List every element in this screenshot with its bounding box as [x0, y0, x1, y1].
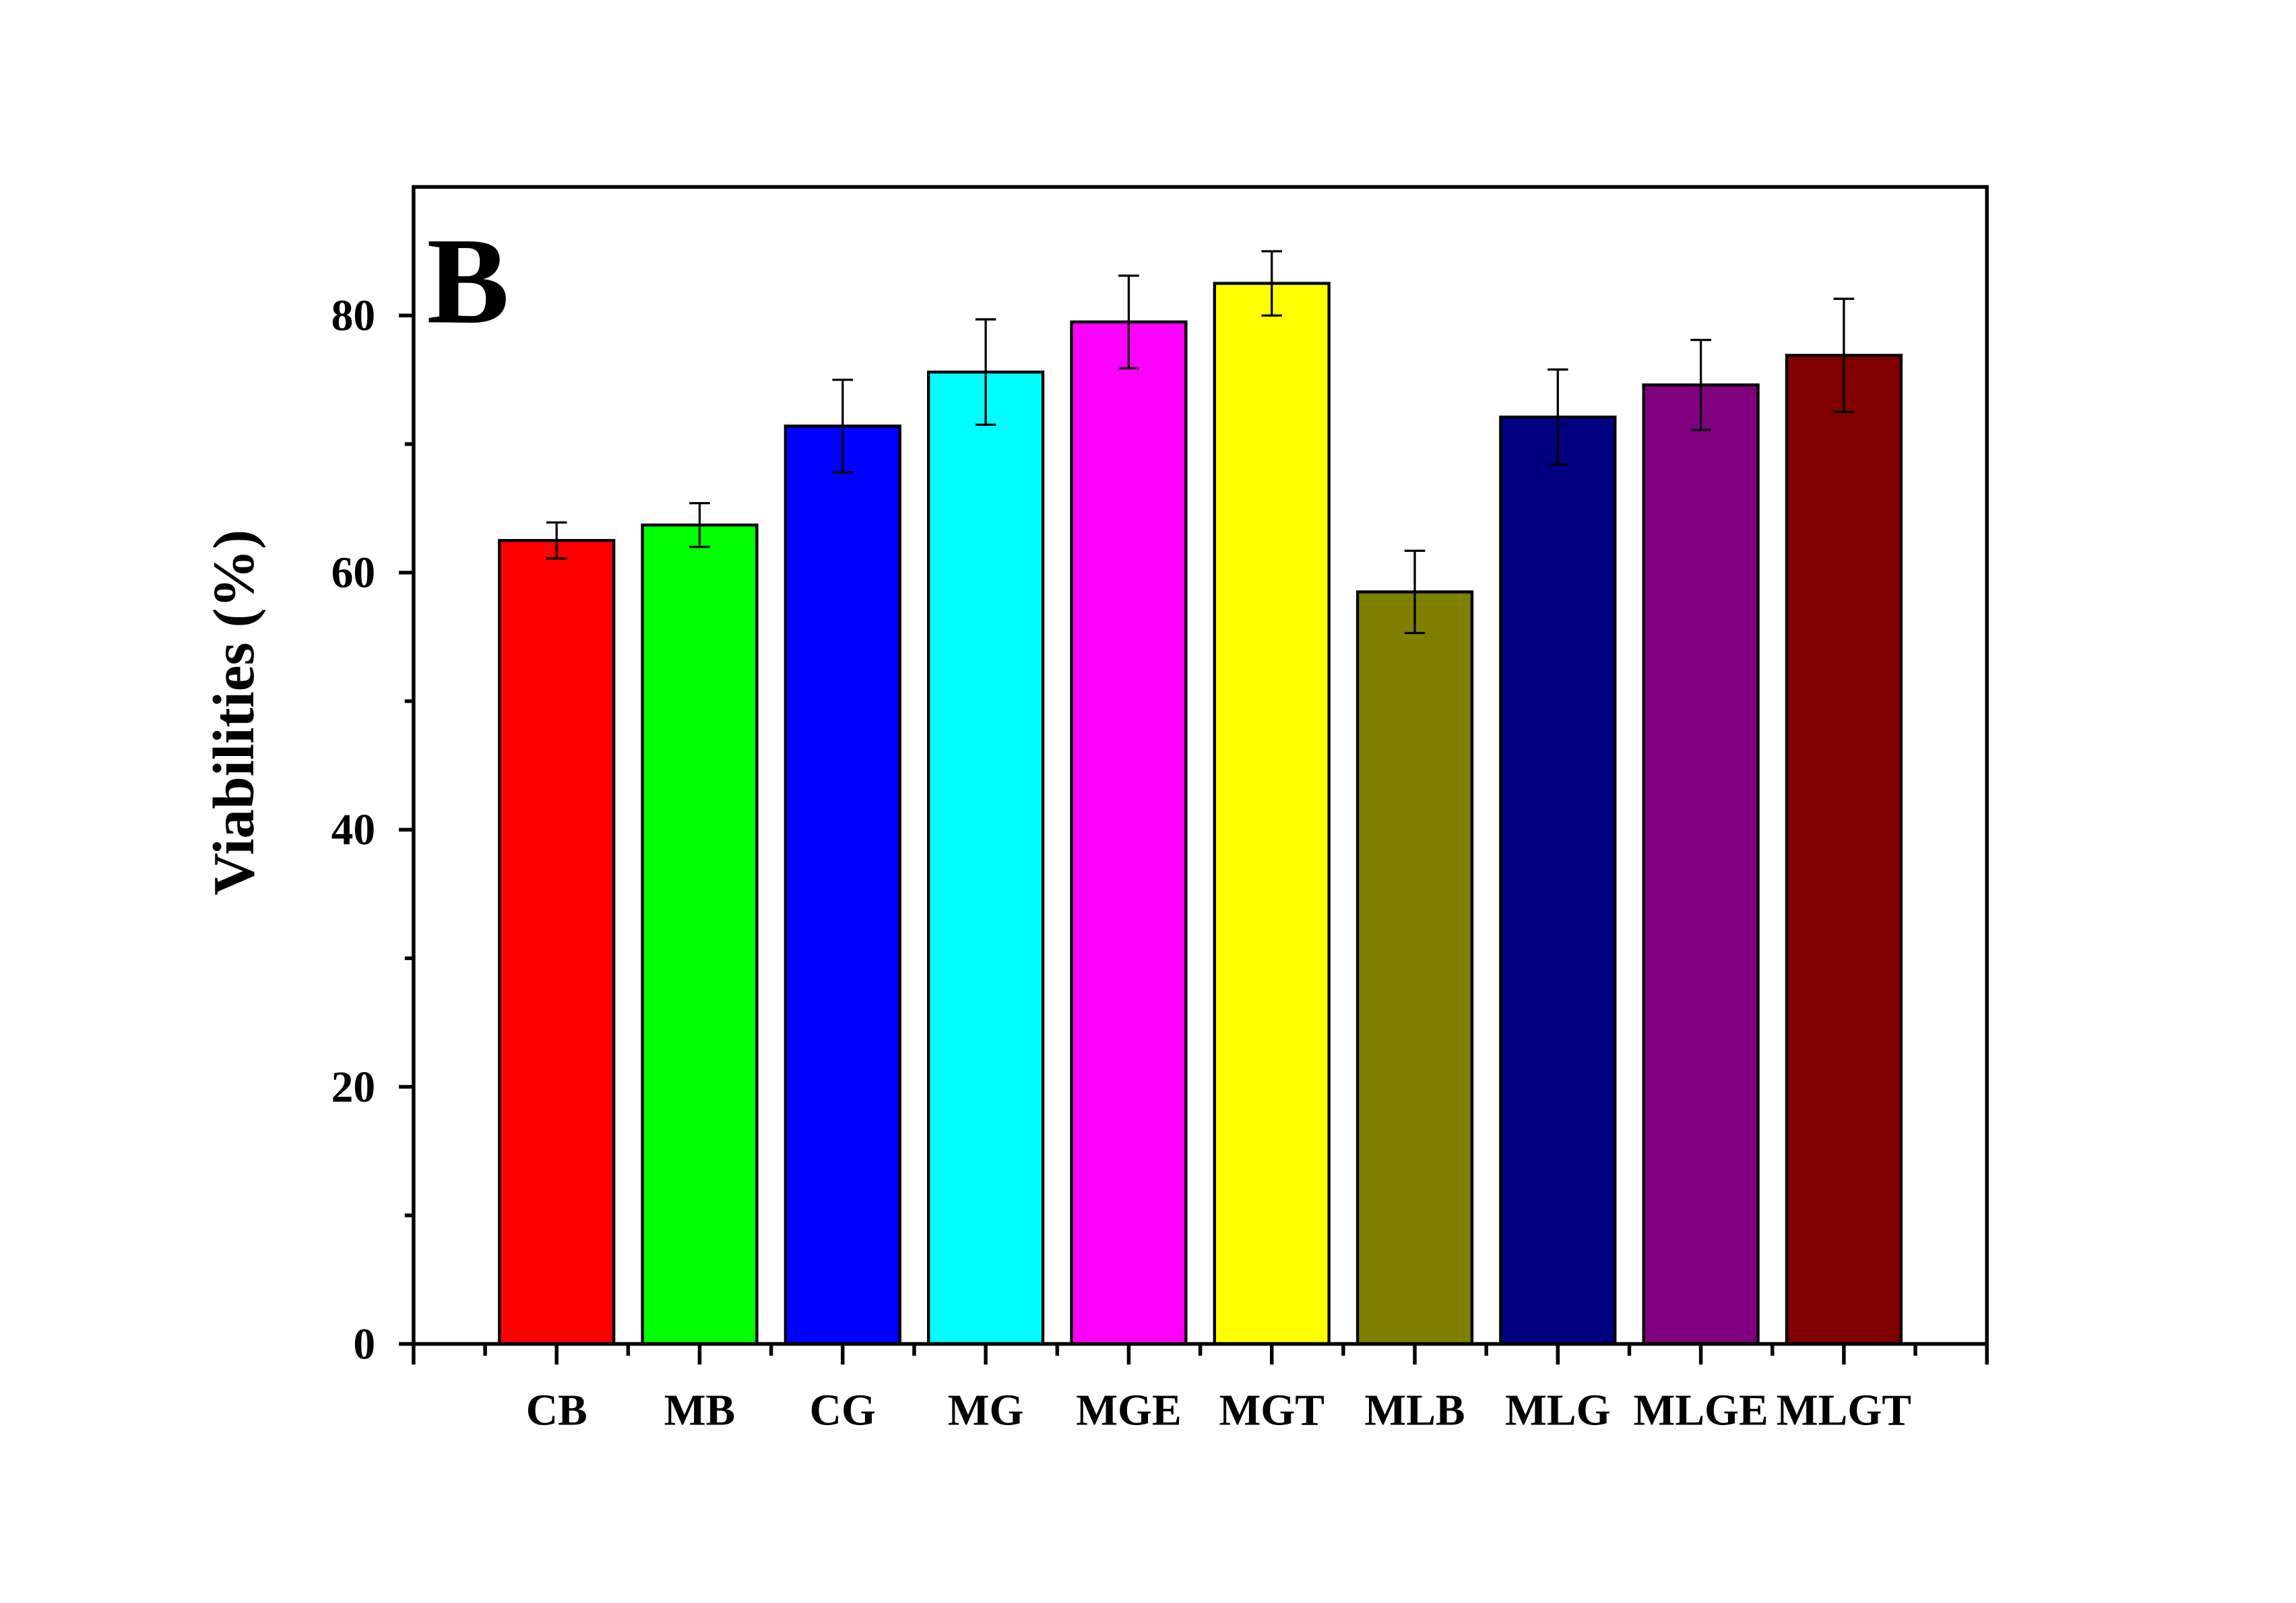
error-bar-mb [689, 502, 710, 548]
y-tick-label: 0 [353, 1320, 375, 1369]
bar-cg [784, 425, 901, 1346]
bar-mlgt [1785, 354, 1903, 1346]
x-tick-label: MLG [1505, 1387, 1611, 1435]
y-tick-label: 20 [331, 1063, 376, 1112]
error-bar-mlb [1404, 549, 1426, 635]
x-tick-label: CG [810, 1387, 876, 1435]
error-bar-mlge [1690, 338, 1711, 431]
y-tick-label: 40 [331, 806, 376, 854]
x-tick-label: MGT [1219, 1387, 1325, 1435]
bar-cb [498, 538, 616, 1346]
bar-mlb [1356, 590, 1474, 1346]
bar-mlg [1499, 415, 1617, 1346]
bar-mgt [1213, 282, 1331, 1346]
x-tick-label: MG [948, 1387, 1024, 1435]
error-bar-mlg [1548, 368, 1568, 466]
x-tick-label: MLGT [1777, 1387, 1911, 1435]
y-tick-label: 80 [331, 292, 376, 340]
x-tick-label: CB [526, 1387, 587, 1435]
bar-mlge [1642, 383, 1760, 1346]
x-tick-label: MGE [1076, 1387, 1182, 1435]
error-bar-mge [1118, 274, 1139, 370]
bar-mg [926, 370, 1045, 1346]
bar-mb [641, 524, 759, 1346]
x-tick-label: MB [664, 1387, 736, 1435]
x-tick-label: MLB [1364, 1387, 1465, 1435]
error-bar-cg [832, 378, 854, 474]
error-bar-mg [975, 318, 996, 427]
error-bar-cb [546, 521, 567, 560]
x-tick-label: MLGE [1634, 1387, 1768, 1435]
y-axis-label: Viabilities (%) [201, 530, 266, 895]
panel-label: B [427, 212, 509, 349]
error-bar-mlgt [1833, 297, 1855, 413]
error-bar-mgt [1261, 250, 1282, 317]
bar-mge [1070, 320, 1188, 1346]
chart-marks [498, 250, 1903, 1346]
axes: CB MB CG MG MGE MGT MLB MLG MLGE MLGT 0 20 40 60 80 [331, 292, 1989, 1435]
y-tick-label: 60 [331, 549, 376, 598]
